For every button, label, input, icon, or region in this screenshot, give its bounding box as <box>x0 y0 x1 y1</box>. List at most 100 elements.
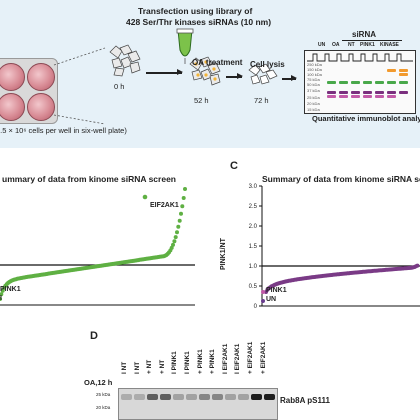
lane-wells <box>307 53 413 62</box>
data-point <box>176 224 181 229</box>
panel-c-legend-un: UN <box>266 296 277 303</box>
data-point <box>179 211 183 216</box>
lane-label: I PINK1 <box>170 328 179 374</box>
band-pink <box>351 95 360 98</box>
arrow-icon <box>282 75 297 81</box>
band-purple <box>327 91 336 94</box>
lane-label-text: I NT <box>121 361 128 374</box>
blot-band <box>225 394 236 400</box>
well <box>27 93 55 121</box>
panel-c-legend-pink1: PINK1 <box>266 287 287 294</box>
lane-label-text: I PINK1 <box>184 351 191 374</box>
band-green <box>399 81 408 84</box>
lane-label-text: + NT <box>146 359 154 374</box>
band-pink <box>339 95 348 98</box>
panel-b-eif2ak1-label: EIF2AK1 <box>150 202 179 209</box>
kda-label: 15 kDa <box>307 107 320 112</box>
band-purple <box>363 91 372 94</box>
band-orange <box>399 73 408 76</box>
band-purple <box>399 91 408 94</box>
kda-label: 250 kDa <box>307 62 322 67</box>
sirna-bracket <box>342 40 402 41</box>
well <box>0 63 25 91</box>
panel-b-title: ummary of data from kinome siRNA screen <box>2 174 176 184</box>
lane-header-pink1: PINK1 <box>360 42 375 48</box>
six-well-plate <box>0 58 58 124</box>
data-point <box>415 263 420 268</box>
cells-caption: 0.5 × 10⁶ cells per well in six-well pla… <box>0 126 127 135</box>
band-orange <box>399 69 408 72</box>
time-52h: 52 h <box>194 96 209 105</box>
oa-treatment-label: OA treatment <box>192 58 243 67</box>
band-pink <box>375 95 384 98</box>
blot-band <box>160 394 171 400</box>
panel-d-oa-label: OA,12 h <box>84 378 113 387</box>
lane-label: + EIF2AK1 <box>259 328 268 374</box>
data-point <box>172 239 177 244</box>
panel-b-un-label: I <box>0 295 2 302</box>
arrow-icon <box>226 73 243 79</box>
band-green <box>327 81 336 84</box>
lane-label: I EIF2AK1 <box>233 328 242 374</box>
lane-label-text: + EIF2AK1 <box>259 341 267 374</box>
panel-b-chart <box>0 187 195 306</box>
band-green <box>351 81 360 84</box>
band-green <box>375 81 384 84</box>
blot-band <box>212 394 223 400</box>
arrow-icon <box>146 69 183 75</box>
lane-label-text: I EIF2AK1 <box>221 343 229 374</box>
band-pink <box>387 95 396 98</box>
immunoblot-schematic: 250 kDa 150 kDa 100 kDa 75 kDa 50 kDa 37… <box>304 50 416 114</box>
data-point <box>180 204 185 209</box>
band-purple <box>375 91 384 94</box>
blot-band <box>186 394 197 400</box>
lane-label-text: + PINK1 <box>209 349 217 374</box>
data-point <box>0 297 2 301</box>
zoom-lines <box>53 47 106 125</box>
transfection-line1: Transfection using library of <box>138 6 253 16</box>
y-tick-label: 1.5 <box>249 244 258 250</box>
well <box>0 93 25 121</box>
band-orange <box>387 69 396 72</box>
blot-band <box>121 394 132 400</box>
legend-marker-un <box>261 299 265 303</box>
blot-band <box>251 394 262 400</box>
panel-d-blot <box>118 388 278 420</box>
lane-label: + PINK1 <box>208 328 217 374</box>
blot-band <box>238 394 249 400</box>
cells-0h-icon <box>109 44 141 77</box>
kda-label: 50 kDa <box>307 82 320 87</box>
kda-label: 25 kDa <box>307 95 320 100</box>
lane-label: + EIF2AK1 <box>246 328 255 374</box>
blot-band <box>173 394 184 400</box>
cell-lysis-label: Cell lysis <box>250 60 285 69</box>
data-point <box>169 245 174 250</box>
y-tick-label: 0 <box>254 304 258 310</box>
blot-band <box>199 394 210 400</box>
blot-band <box>147 394 158 400</box>
data-point <box>173 235 178 240</box>
panel-d-blot-label: Rab8A pS111 <box>280 396 330 405</box>
data-point <box>183 187 187 191</box>
blot-band <box>264 394 275 400</box>
kda-label: 100 kDa <box>307 72 322 77</box>
panel-d-lane-labels: I NT I NT + NT + NT I PINK1 I PINK1 + PINK1 + P… <box>120 328 270 374</box>
time-0h: 0 h <box>114 82 125 91</box>
band-green <box>363 81 372 84</box>
band-purple <box>339 91 348 94</box>
workflow-panel: 0.5 × 10⁶ cells per well in six-well pla… <box>0 0 420 148</box>
cells-lysed-icon <box>248 63 278 85</box>
cells-52h-icon <box>189 56 221 86</box>
lane-header-un: UN <box>318 42 326 48</box>
kda-label: 75 kDa <box>307 77 320 82</box>
data-point <box>181 196 186 200</box>
blot-band <box>134 394 145 400</box>
kda-label: 37 kDa <box>307 88 320 93</box>
quant-caption: Quantitative immunoblot analysis <box>312 114 420 123</box>
kda-label: 150 kDa <box>307 67 322 72</box>
panel-c-letter: C <box>230 160 238 172</box>
lane-label-text: I EIF2AK1 <box>234 343 242 374</box>
band-green <box>339 81 348 84</box>
y-tick-label: 1.0 <box>249 264 258 270</box>
lane-label: I EIF2AK1 <box>221 328 230 374</box>
